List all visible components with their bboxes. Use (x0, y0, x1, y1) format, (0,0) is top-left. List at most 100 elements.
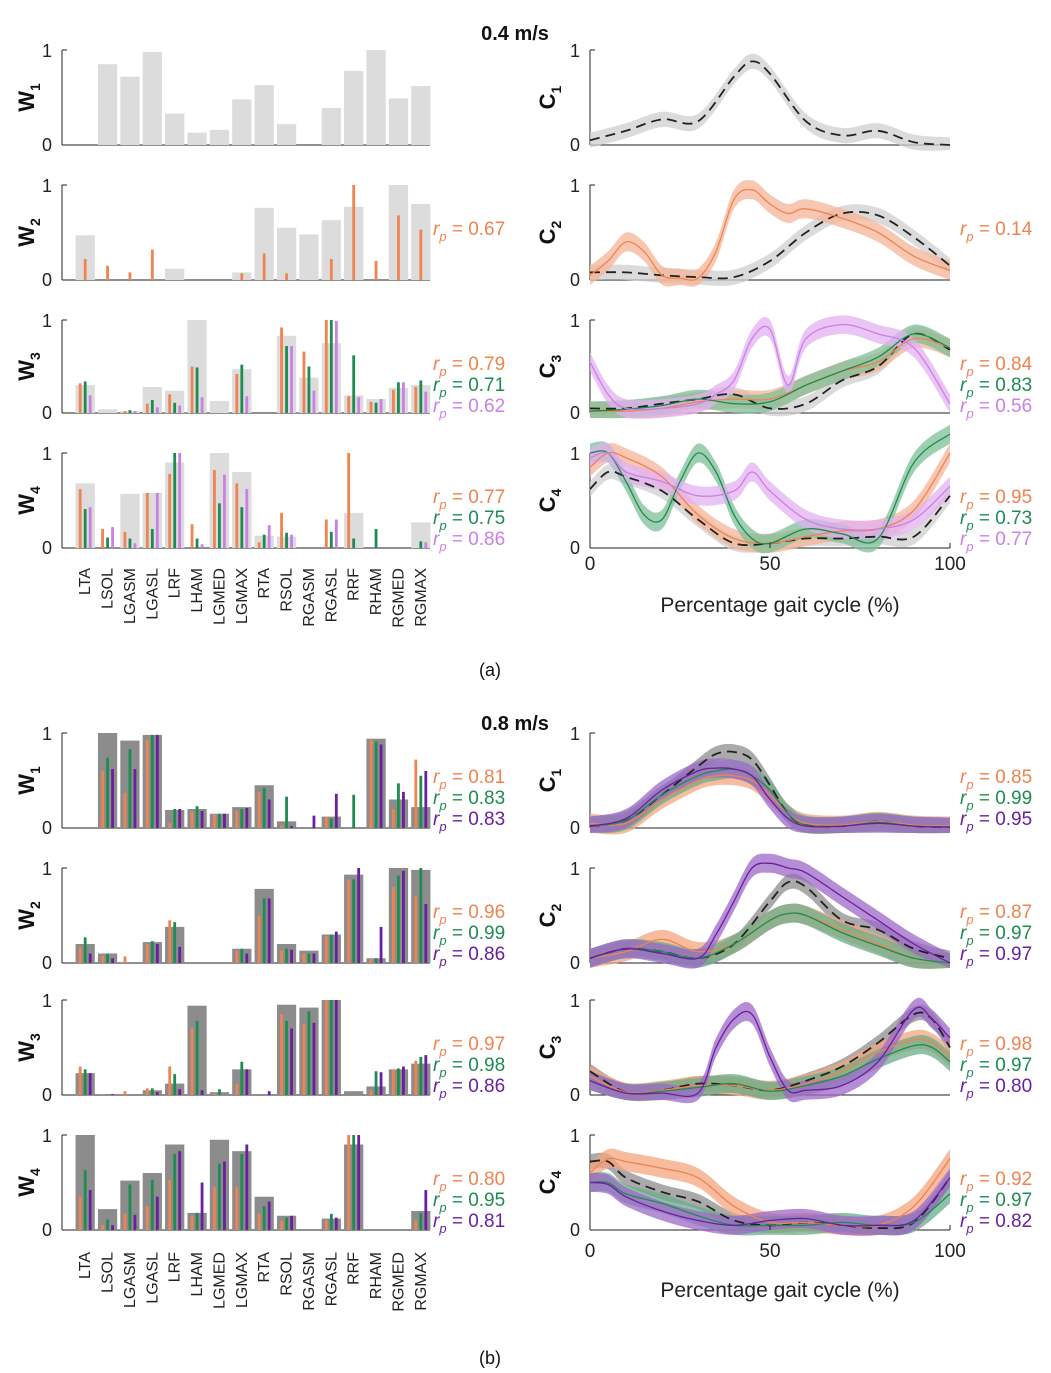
panel-2-row-4-w-bar-green-LTA (83, 1170, 87, 1230)
panel-2-row-3-w-bar-orange-LHAM (190, 1028, 194, 1095)
panel-1-row-4-w-bar-violet-LGASL (155, 492, 159, 548)
panel-1-row-3-w-bar-green-RGMAX (419, 380, 423, 413)
panel-1-row-4-c-rp-violet: rp = 0.77 (960, 529, 1032, 554)
panel-2-row-1-w-bar-orange-LGMED (213, 814, 216, 828)
panel-1-row-1-w-tick-label-1: 1 (42, 41, 52, 61)
panel-2-row-1-w-bar-orange-RGASL (324, 816, 328, 828)
panel-1-x-axis-label: Percentage gait cycle (%) (660, 594, 899, 617)
panel-2-row-1-c-rp-green: rp = 0.99 (960, 788, 1032, 813)
panel-1-row-1-w-bar-ref-RSOL (276, 124, 297, 145)
panel-2-row-4-w-bar-purple-RSOL (290, 1215, 293, 1230)
panel-1-row-4-w-bar-violet-LGMED (223, 474, 226, 548)
panel-1-row-3-c-line-violet (589, 323, 951, 411)
panel-2-row-2-c-line-green (589, 912, 951, 964)
panel-1-row-1-w-bar-ref-RGASL (321, 107, 341, 145)
panel-2-row-3-w-bar-purple-RGMAX (424, 1055, 428, 1095)
panel-2-row-4-w-bar-purple-LHAM (200, 1182, 204, 1230)
panel-2-row-2-w-bar-orange-RHAM (369, 959, 373, 963)
panel-1-row-3-w-rp-orange: rp = 0.79 (433, 354, 505, 379)
panel-2-row-4-w-bar-green-RGASL (329, 1213, 333, 1230)
panel-2-row-4-w-rp-purple: rp = 0.81 (433, 1211, 505, 1236)
panel-2-row-1-w-bar-green-RSOL (285, 796, 288, 828)
panel-2-row-1-w-bar-green-RGMAX (419, 775, 423, 828)
panel-1-row-3-w-bar-violet-RGASM (312, 390, 316, 413)
panel-1-row-2-w-bar-orange-LGASM (128, 272, 132, 280)
panel-2-row-3-w-bar-green-LTA (83, 1069, 87, 1095)
panel-1-row-4-w-bar-violet-LRF (178, 453, 182, 548)
panel-1-row-2-c-line-orange (589, 188, 951, 281)
panel-2-row-2-w-bar-orange-LGASL (145, 944, 149, 963)
panel-2-muscle-label-RGMAX: RGMAX (413, 1252, 430, 1311)
panel-1-row-3-w-tick-label-0: 0 (42, 403, 52, 423)
panel-1-row-2-w-bar-orange-LGASL (150, 249, 154, 280)
panel-2-row-3-w-bar-purple-LHAM (200, 1090, 204, 1095)
panel-1-row-4-w-bar-green-RSOL (285, 532, 288, 548)
panel-2-row-4-w-bar-purple-LGASM (133, 1214, 137, 1230)
panel-2-row-2-c-rp-purple: rp = 0.97 (960, 944, 1032, 969)
panel-2-row-1-w-bar-green-LGMAX (240, 809, 244, 828)
panel-2-row-2-w-bar-green-RGMED (397, 875, 400, 963)
panel-1-row-2-w-label: W2 (14, 218, 43, 247)
panel-2-row-3-w-bar-orange-LSOL (101, 1094, 104, 1095)
panel-1-row-1-c-line-mean (589, 60, 951, 146)
panel-1-row-3-w-bar-green-RRF (352, 355, 356, 413)
panel-2-row-3-w-bar-orange-LGASL (145, 1088, 149, 1095)
panel-1-row-4-w-bar-ref-RGMAX (411, 522, 431, 548)
panel-2-row-3-w-label: W3 (14, 1033, 43, 1062)
panel-1-row-3-w-rp-green: rp = 0.71 (433, 375, 505, 400)
panel-1-row-3-c-band-green (590, 324, 950, 419)
panel-2-row-3-c-tick-label-0: 0 (570, 1085, 580, 1105)
panel-2-row-2-w-bar-green-RGASM (307, 953, 311, 963)
panel-2-row-3-w-bar-purple-LSOL (111, 1094, 114, 1095)
panel-1-row-3-w-bar-orange-LGASM (123, 411, 127, 413)
panel-2-row-4-c-line-orange (589, 1157, 951, 1228)
panel-2-row-3-w-bar-green-RGASM (307, 1011, 311, 1095)
panel-2-row-1-w-bar-purple-RGASL (334, 793, 338, 828)
panel-1-row-3-w-bar-violet-RRF (357, 397, 361, 413)
panel-2-row-1-w-bar-purple-LRF (178, 809, 182, 828)
panel-1-row-2-c-tick-label-1: 1 (570, 176, 580, 196)
panel-1-title: 0.4 m/s (481, 23, 549, 45)
panel-1-row-2-w-bar-ref-RSOL (276, 227, 297, 280)
panel-2-row-1-w-bar-orange-RHAM (369, 739, 373, 828)
panel-2-row-3-w-bar-purple-RGASL (334, 1000, 338, 1095)
panel-2-row-4-w-bar-orange-LSOL (101, 1225, 104, 1230)
panel-2-row-1-c-tick-label-0: 0 (570, 818, 580, 838)
panel-1-row-2-c-tick-label-0: 0 (570, 270, 580, 290)
panel-1-row-4-w-tick-label-1: 1 (42, 444, 52, 464)
panel-2-row-4-w-bar-orange-LGMAX (235, 1187, 239, 1230)
panel-1-row-4-w-bar-violet-RSOL (290, 534, 293, 548)
panel-2-row-4-c-rp-green: rp = 0.97 (960, 1190, 1032, 1215)
panel-2-row-1-w-bar-green-RHAM (374, 741, 378, 828)
panel-2-row-3-w-bar-purple-RGASM (312, 1022, 316, 1095)
panel-2-row-2-w-tick-label-1: 1 (42, 859, 52, 879)
panel-1-muscle-label-RTA: RTA (256, 568, 273, 599)
panel-2-row-4-w-bar-purple-LRF (178, 1151, 182, 1230)
panel-1-row-3-c-rp-green: rp = 0.83 (960, 375, 1032, 400)
panel-2-row-3-w-bar-orange-LGMED (213, 1093, 216, 1095)
panel-1-row-2-w-bar-orange-RGMAX (419, 229, 423, 280)
panel-1-row-1-w-tick-label-0: 0 (42, 135, 52, 155)
panel-2-row-4-w-bar-orange-LHAM (190, 1215, 194, 1230)
panel-2-row-4-w-bar-purple-RGMAX (424, 1190, 428, 1230)
panel-1-row-1-c-tick-label-0: 0 (570, 135, 580, 155)
panel-2-row-4-w-bar-purple-LGMAX (245, 1144, 249, 1230)
panel-1-muscle-label-LGASL: LGASL (144, 568, 161, 620)
panel-1-row-4-w-bar-violet-RGMAX (424, 542, 428, 548)
panel-2-row-2-w-bar-purple-RTA (267, 898, 271, 963)
panel-2-row-2-w-bar-orange-RGMED (392, 887, 395, 963)
panel-1-row-3-c-line-mean (589, 332, 951, 410)
panel-1-muscle-label-LGASM: LGASM (122, 568, 139, 624)
panel-2-row-4-w-bar-orange-RGMAX (414, 1220, 418, 1230)
panel-2-row-1-w-label: W1 (14, 766, 43, 795)
panel-1-row-4-w-bar-green-RTA (262, 534, 266, 548)
panel-1-row-3-w-bar-violet-RGMAX (424, 391, 428, 413)
panel-1-row-3-w-bar-orange-RSOL (280, 327, 283, 413)
panel-2-row-4-w-bar-purple-RGASL (334, 1217, 338, 1230)
panel-2-row-2-w-bar-green-RGMAX (419, 868, 423, 963)
panel-2-row-1-w-bar-orange-LRF (168, 823, 172, 828)
panel-2-row-4-c-line-purple (589, 1177, 951, 1227)
panel-2-muscle-label-LGMED: LGMED (211, 1252, 228, 1309)
panel-1-row-4-w-bar-orange-RGASL (324, 519, 328, 548)
panel-2-row-3-w-tick-label-0: 0 (42, 1085, 52, 1105)
